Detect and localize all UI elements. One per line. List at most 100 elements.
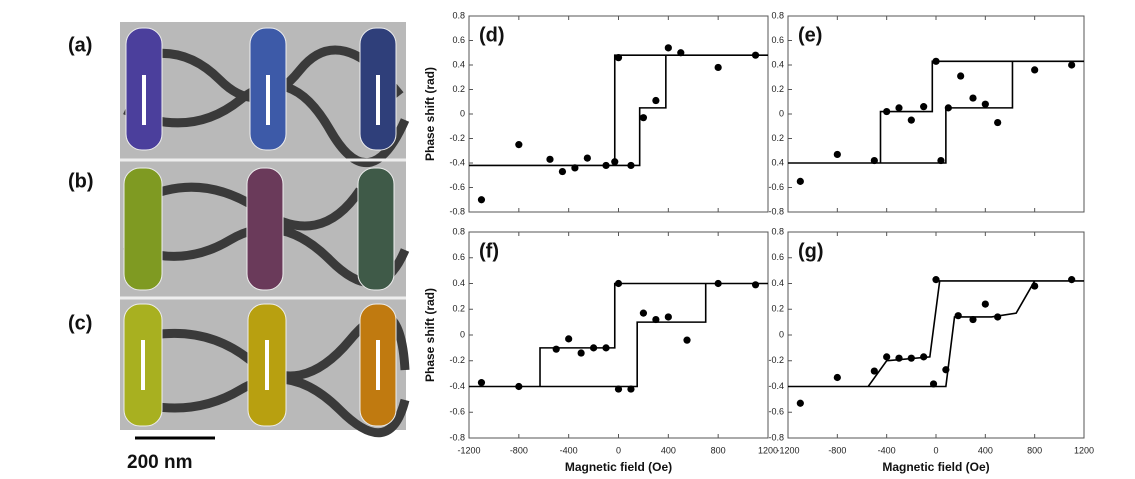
data-point (994, 118, 1002, 127)
data-point (677, 49, 685, 57)
plot-frame (468, 231, 769, 439)
y-axis-title: Phase shift (rad) (423, 288, 437, 382)
nanobar (357, 167, 395, 291)
data-point (602, 344, 610, 352)
data-point (920, 353, 928, 361)
y-tick-label: -0.6 (449, 182, 465, 192)
y-tick-label: 0 (779, 108, 784, 118)
y-tick-label: 0.6 (771, 35, 784, 45)
data-point (614, 385, 623, 393)
data-point (944, 104, 952, 112)
data-point (627, 385, 635, 393)
data-point (929, 380, 938, 388)
x-tick-label: 400 (978, 445, 993, 455)
data-point (614, 54, 623, 62)
data-point (583, 154, 591, 162)
y-tick-label: 0.8 (452, 226, 465, 236)
data-point (589, 344, 598, 352)
y-tick-label: 0 (460, 329, 465, 339)
data-point (954, 312, 962, 320)
panel-label: (b) (68, 170, 94, 192)
data-point (969, 94, 977, 102)
x-axis-title: Magnetic field (Oe) (882, 460, 989, 474)
y-tick-label: 0.2 (771, 133, 784, 143)
panel-label: (a) (68, 34, 92, 56)
data-point (937, 156, 945, 165)
data-point (994, 313, 1002, 321)
data-point (546, 155, 554, 163)
data-point (614, 279, 623, 288)
y-tick-label: -0.2 (449, 133, 465, 143)
panel-label: (c) (68, 312, 92, 334)
micrograph-panel: (a) (b) (c) 200 nm (68, 22, 410, 473)
y-tick-label: -0.6 (449, 407, 465, 417)
y-tick-label: -0.4 (768, 381, 784, 391)
data-point (883, 107, 891, 116)
y-tick-label: -0.8 (449, 206, 465, 216)
nanobar (123, 167, 163, 291)
y-tick-label: 0.4 (452, 278, 465, 288)
y-tick-label: 0.4 (771, 278, 784, 288)
y-tick-label: -0.4 (449, 157, 465, 167)
data-point (1031, 66, 1039, 74)
y-tick-label: 0 (460, 108, 465, 118)
y-tick-label: -0.6 (768, 182, 784, 192)
data-point (932, 57, 940, 65)
x-axis-title: Magnetic field (Oe) (565, 460, 672, 474)
data-point (683, 336, 691, 344)
y-tick-label: -0.4 (449, 381, 465, 391)
data-point (552, 345, 560, 353)
y-tick-label: 0.8 (452, 10, 465, 20)
data-point (883, 353, 891, 361)
data-point (1031, 282, 1039, 290)
data-point (664, 44, 672, 52)
data-point (895, 354, 903, 362)
y-tick-label: -0.8 (768, 206, 784, 216)
x-tick-label: -1200 (457, 445, 480, 455)
nanobar (246, 167, 284, 291)
data-point (957, 72, 965, 80)
x-tick-label: 800 (1027, 445, 1042, 455)
y-tick-label: 0.6 (452, 252, 465, 262)
y-tick-label: -0.6 (768, 407, 784, 417)
scale-bar-label: 200 nm (127, 452, 192, 473)
data-point (558, 167, 567, 176)
plot-frame (468, 15, 769, 213)
y-tick-label: 0.2 (771, 84, 784, 94)
data-point (652, 96, 660, 105)
x-tick-label: 0 (616, 445, 621, 455)
x-tick-label: 800 (711, 445, 726, 455)
data-point (870, 156, 878, 165)
data-point (751, 51, 760, 59)
data-point (515, 382, 523, 391)
x-tick-label: -400 (560, 445, 578, 455)
x-tick-label: 0 (933, 445, 938, 455)
plot-frame (787, 15, 1085, 213)
y-tick-label: 0.4 (771, 59, 784, 69)
data-point (870, 367, 878, 375)
y-tick-label: -0.8 (768, 432, 784, 442)
hysteresis-curve (469, 282, 768, 388)
data-point (981, 300, 989, 308)
y-tick-label: 0.2 (452, 84, 465, 94)
y-tick-label: -0.2 (449, 355, 465, 365)
y-tick-label: 0 (779, 329, 784, 339)
data-point (796, 177, 804, 185)
y-tick-label: -0.8 (449, 432, 465, 442)
charts: 0.8 0.6 0.4 0.2 0 -0.2 -0.4 -0.6 -0.8 (d) Phase sh… (423, 10, 1094, 474)
y-axis-title: Phase shift (rad) (423, 67, 437, 161)
x-tick-label: -800 (828, 445, 846, 455)
panel-title: (e) (798, 24, 822, 46)
x-tick-label: -800 (510, 445, 528, 455)
data-point (751, 281, 760, 289)
data-point (627, 161, 635, 170)
data-point (611, 158, 619, 166)
data-point (981, 100, 989, 108)
data-point (515, 141, 523, 149)
data-point (577, 349, 585, 357)
x-tick-label: -400 (878, 445, 896, 455)
data-point (652, 315, 660, 324)
data-point (895, 104, 903, 112)
data-point (932, 276, 940, 284)
data-point (602, 161, 610, 170)
